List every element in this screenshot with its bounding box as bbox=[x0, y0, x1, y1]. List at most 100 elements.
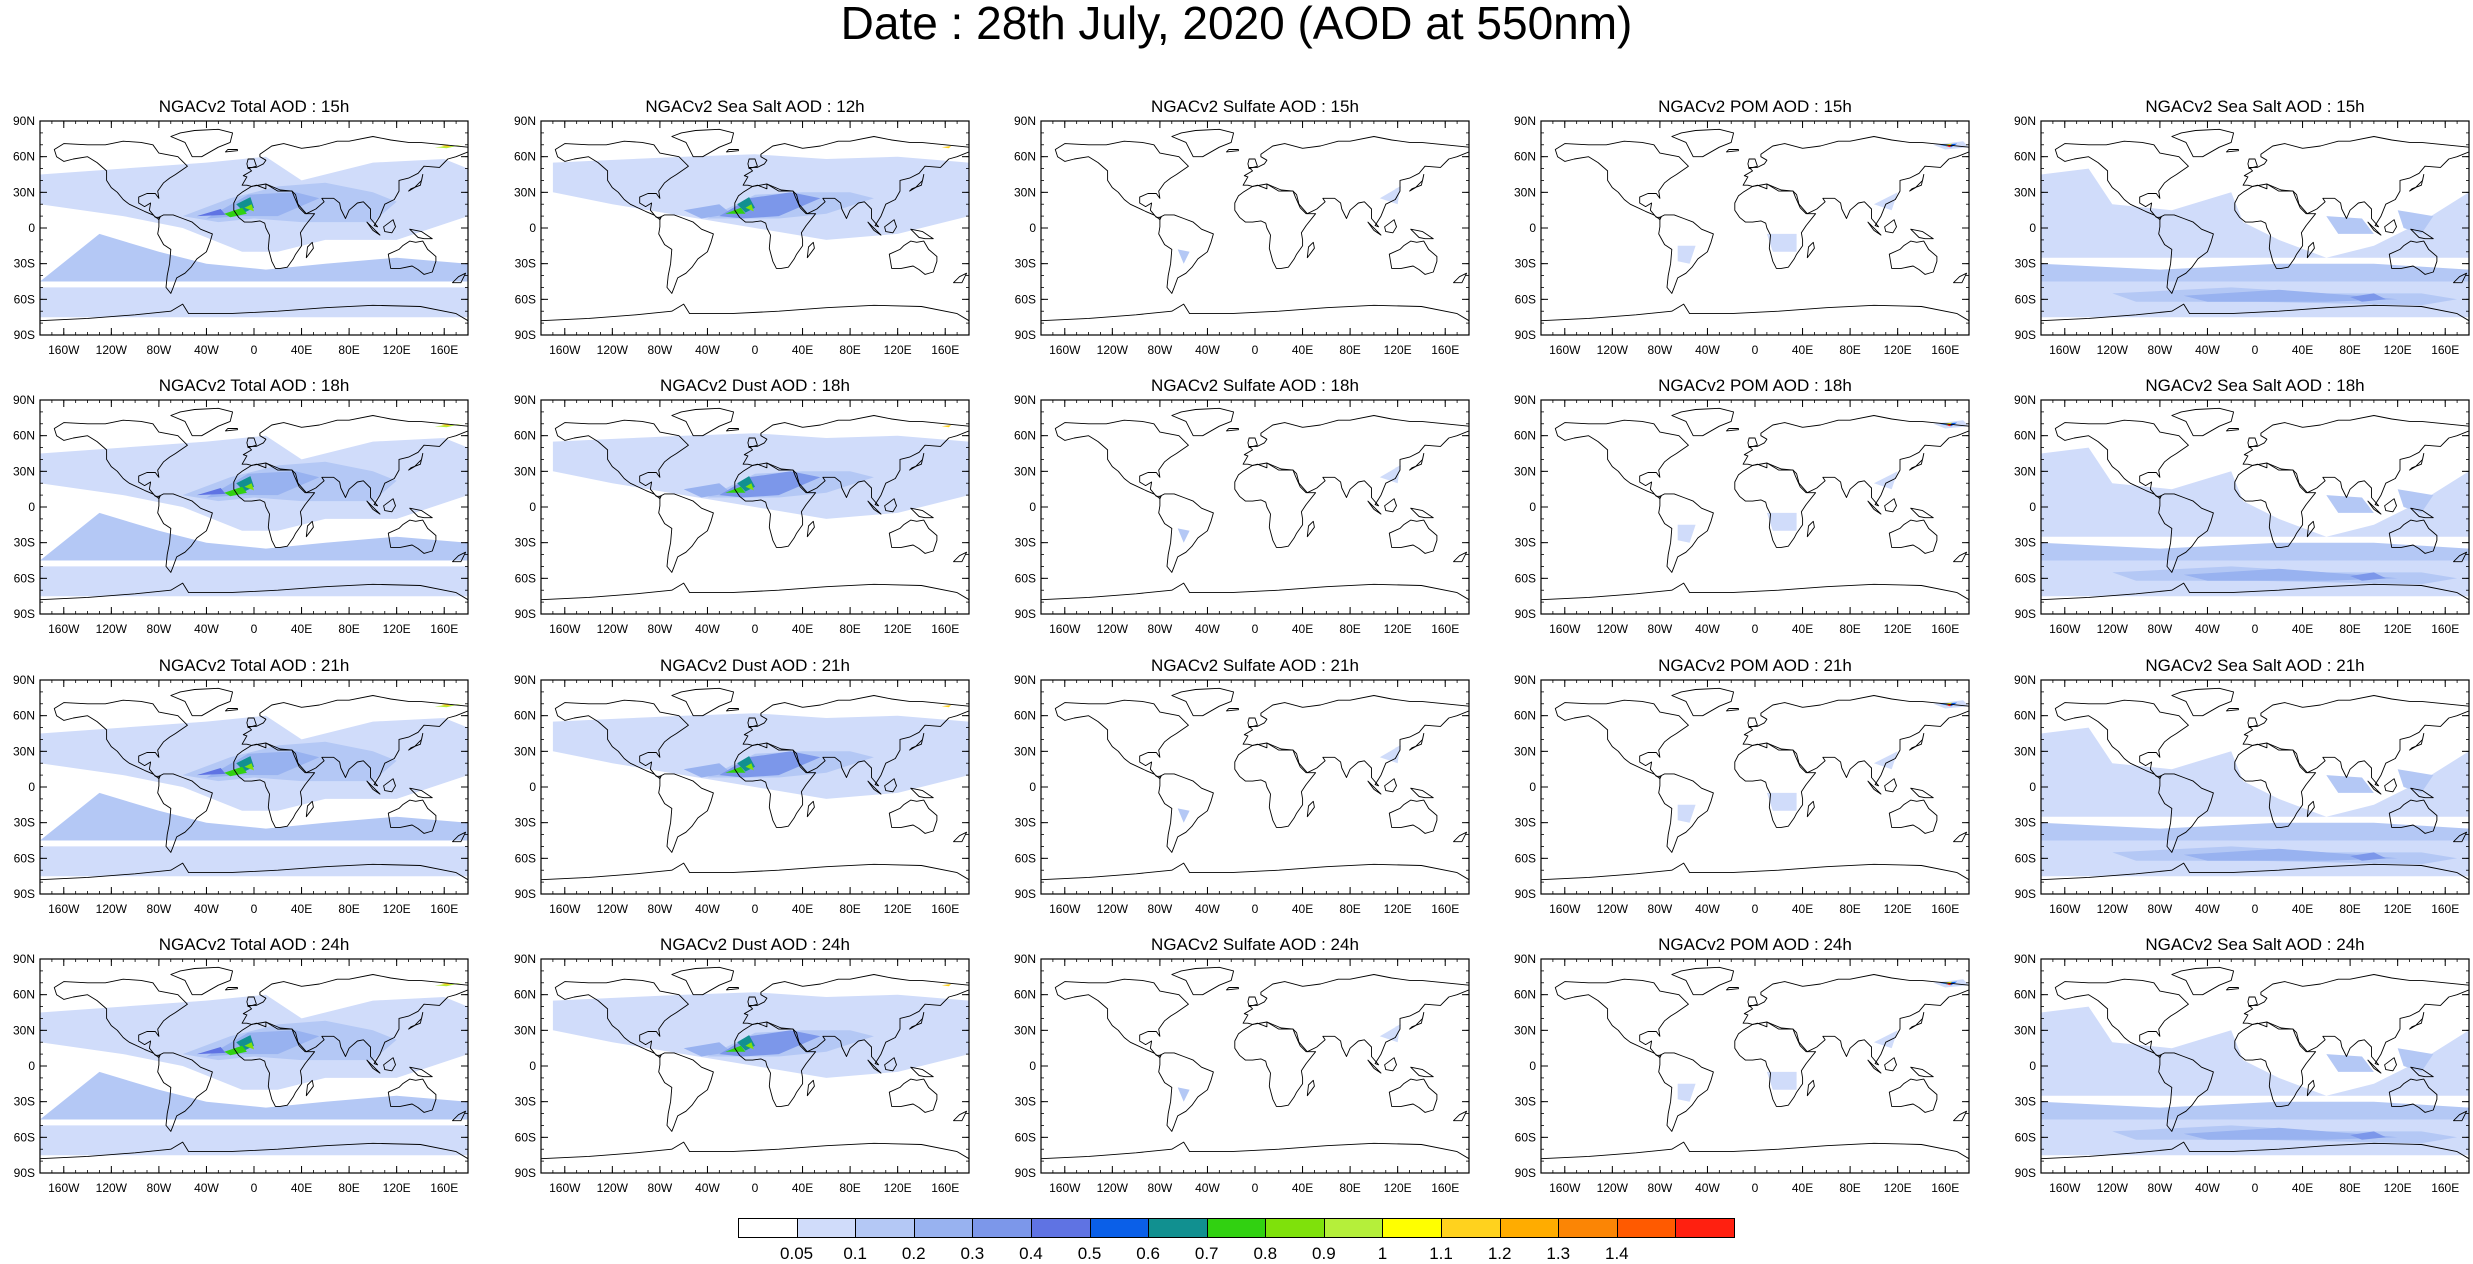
coastline bbox=[1306, 520, 1315, 538]
longitude-label: 80E bbox=[1339, 343, 1360, 357]
coastline bbox=[541, 1141, 969, 1173]
coastline bbox=[1367, 500, 1382, 515]
latitude-label: 90N bbox=[1514, 673, 1536, 687]
latitude-label: 30S bbox=[14, 1095, 35, 1109]
coastline bbox=[225, 149, 238, 153]
longitude-label: 120E bbox=[383, 343, 411, 357]
latitude-label: 90N bbox=[2014, 393, 2036, 407]
coastlines bbox=[2041, 128, 2469, 335]
coastline bbox=[2247, 158, 2258, 170]
map-background bbox=[1541, 680, 1969, 894]
coastline bbox=[953, 831, 968, 843]
coastline bbox=[408, 174, 424, 192]
longitude-label: 40W bbox=[1695, 1181, 1720, 1195]
latitude-label: 60S bbox=[515, 292, 536, 306]
latitude-label: 60S bbox=[515, 1130, 536, 1144]
coastline bbox=[747, 996, 758, 1008]
coastline bbox=[366, 780, 381, 795]
coastline bbox=[867, 1059, 882, 1074]
coastline bbox=[1726, 708, 1739, 712]
aod-contour bbox=[40, 1125, 468, 1156]
longitude-label: 40W bbox=[1195, 902, 1220, 916]
latitude-label: 30S bbox=[1015, 257, 1036, 271]
longitude-label: 160E bbox=[1431, 622, 1459, 636]
longitude-label: 0 bbox=[1252, 902, 1259, 916]
coastline bbox=[409, 507, 433, 519]
map-background bbox=[1041, 680, 1469, 894]
colorbar-label: 1.4 bbox=[1604, 1244, 1629, 1263]
colorbar-swatch bbox=[1499, 1218, 1560, 1238]
longitude-label: 80W bbox=[1648, 902, 1673, 916]
map-panel: NGACv2 Dust AOD : 24h 90N 60N 30N 0 30S 60S 90S… bbox=[514, 935, 970, 1195]
latitude-label: 60N bbox=[2014, 150, 2036, 164]
longitude-label: 160W bbox=[48, 902, 80, 916]
aod-contour bbox=[1677, 524, 1696, 543]
longitude-label: 40W bbox=[695, 622, 720, 636]
coastline bbox=[1554, 419, 1689, 500]
latitude-label: 0 bbox=[1029, 500, 1036, 514]
aod-contour bbox=[745, 204, 754, 212]
longitude-label: 80E bbox=[338, 902, 359, 916]
latitude-label: 90N bbox=[514, 114, 536, 128]
coastline bbox=[1234, 1021, 1317, 1107]
longitude-label: 120E bbox=[2384, 1181, 2412, 1195]
latitude-label: 60S bbox=[14, 851, 35, 865]
coastline bbox=[2410, 787, 2434, 799]
coastlines bbox=[1541, 407, 1969, 614]
coastline bbox=[2234, 462, 2317, 548]
longitude-label: 40W bbox=[695, 343, 720, 357]
coastlines bbox=[2041, 687, 2469, 894]
coastline bbox=[225, 987, 238, 991]
coastline bbox=[726, 428, 739, 432]
longitude-label: 160W bbox=[2049, 622, 2081, 636]
coastline bbox=[2054, 140, 2189, 221]
aod-contour bbox=[2350, 572, 2386, 581]
aod-contour bbox=[40, 1071, 468, 1120]
longitude-label: 80W bbox=[648, 622, 673, 636]
coastline bbox=[1671, 128, 1735, 158]
panel-title: NGACv2 Total AOD : 18h bbox=[158, 376, 350, 395]
coastlines bbox=[40, 966, 468, 1173]
coastline bbox=[734, 462, 817, 548]
latitude-label: 30S bbox=[1015, 536, 1036, 550]
coastline bbox=[2226, 708, 2239, 712]
coastline bbox=[1410, 228, 1434, 240]
aod-contour bbox=[1873, 471, 1898, 490]
longitude-label: 120W bbox=[96, 343, 128, 357]
aod-contour bbox=[1177, 528, 1190, 543]
longitude-label: 160E bbox=[430, 902, 458, 916]
aod-contour bbox=[941, 705, 952, 708]
coastline bbox=[1888, 519, 1938, 554]
longitude-label: 80W bbox=[2148, 1181, 2173, 1195]
coastline bbox=[1910, 507, 1934, 519]
coastline bbox=[452, 272, 467, 284]
longitude-label: 40W bbox=[2195, 622, 2220, 636]
latitude-label: 30N bbox=[1514, 1023, 1536, 1037]
latitude-label: 60S bbox=[1515, 1130, 1536, 1144]
panel-title: NGACv2 Dust AOD : 21h bbox=[660, 656, 850, 675]
colorbar-label: 0.6 bbox=[1136, 1244, 1160, 1263]
coastline bbox=[1247, 437, 1258, 449]
latitude-label: 0 bbox=[1529, 780, 1536, 794]
coastline bbox=[1384, 778, 1397, 793]
coastline bbox=[1242, 136, 1469, 228]
latitude-label: 90S bbox=[2015, 887, 2036, 901]
panel-title: NGACv2 Total AOD : 24h bbox=[158, 935, 350, 954]
coastline bbox=[1742, 695, 1969, 787]
coastline bbox=[1671, 687, 1735, 717]
latitude-label: 90S bbox=[14, 328, 35, 342]
aod-contour bbox=[40, 566, 468, 597]
latitude-label: 0 bbox=[529, 500, 536, 514]
map-panel: NGACv2 POM AOD : 21h 90N 60N 30N 0 30S 60S 90S 1… bbox=[1514, 656, 1970, 916]
longitude-label: 160E bbox=[430, 343, 458, 357]
longitude-label: 160W bbox=[48, 343, 80, 357]
latitude-label: 0 bbox=[28, 780, 35, 794]
longitude-label: 160W bbox=[1549, 622, 1581, 636]
world-map: 90N 60N 30N 0 30S 60S 90S 160W 120W 80W 40W 0 40E 80E… bbox=[1514, 114, 1970, 357]
longitude-label: 80E bbox=[338, 1181, 359, 1195]
coastline bbox=[305, 241, 314, 259]
latitude-label: 90N bbox=[514, 673, 536, 687]
latitude-label: 30S bbox=[515, 816, 536, 830]
longitude-label: 160E bbox=[2431, 1181, 2459, 1195]
longitude-label: 0 bbox=[1252, 343, 1259, 357]
